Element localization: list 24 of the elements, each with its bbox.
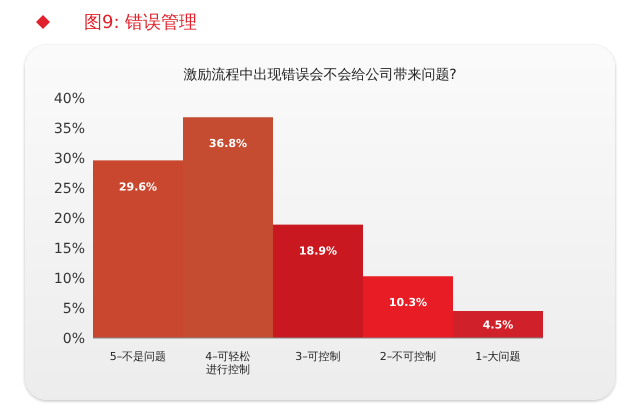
- x-tick-label: 1–大问题: [475, 350, 521, 363]
- y-tick-label: 35%: [54, 120, 85, 137]
- chart-title: 图9: 错误管理: [84, 11, 198, 34]
- x-tick-label: 3–可控制: [295, 350, 341, 363]
- bar: [363, 276, 453, 338]
- bar: [453, 311, 543, 338]
- data-label: 10.3%: [388, 296, 428, 310]
- y-tick-label: 25%: [54, 180, 85, 197]
- data-label: 29.6%: [118, 180, 158, 194]
- y-tick-label: 5%: [62, 300, 85, 317]
- x-tick-label: 5–不是问题: [110, 350, 166, 363]
- y-tick-label: 15%: [54, 240, 85, 257]
- y-tick-label: 30%: [54, 150, 85, 167]
- y-tick-label: 0%: [62, 330, 85, 347]
- y-tick-label: 20%: [54, 210, 85, 227]
- data-label: 36.8%: [208, 137, 248, 150]
- x-tick-label: 2–不可控制: [380, 350, 436, 363]
- y-tick-label: 10%: [54, 270, 85, 287]
- chart-subtitle: 激励流程中出现错误会不会给公司带来问题?: [182, 66, 458, 84]
- data-label: 18.9%: [298, 244, 338, 258]
- x-tick-label: 4–可轻松进行控制: [205, 350, 251, 376]
- y-tick-label: 40%: [54, 90, 85, 107]
- bar: [273, 224, 363, 338]
- data-label: 4.5%: [482, 318, 514, 332]
